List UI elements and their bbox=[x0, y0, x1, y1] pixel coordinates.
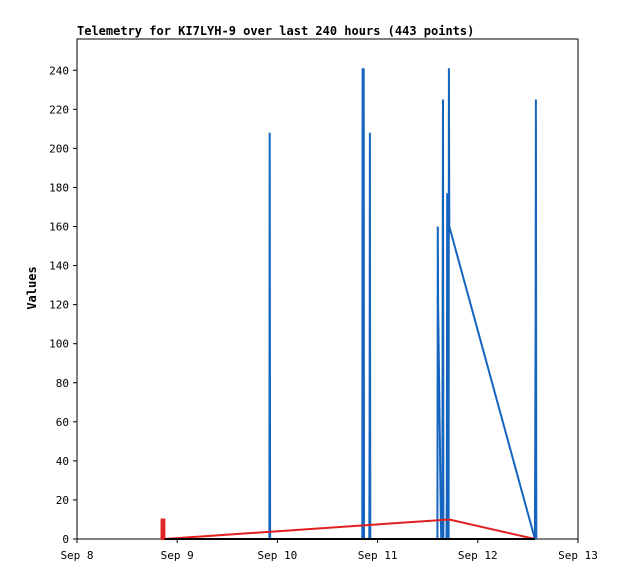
y-tick-label: 120 bbox=[49, 299, 69, 312]
y-axis-label: Values bbox=[25, 266, 39, 309]
x-tick-label: Sep 13 bbox=[558, 549, 598, 562]
y-tick-label: 240 bbox=[49, 64, 69, 77]
y-tick-label: 140 bbox=[49, 260, 69, 273]
y-tick-label: 200 bbox=[49, 142, 69, 155]
x-tick-label: Sep 12 bbox=[458, 549, 498, 562]
y-tick-label: 80 bbox=[56, 377, 69, 390]
x-tick-label: Sep 9 bbox=[161, 549, 194, 562]
y-tick-label: 0 bbox=[62, 533, 69, 546]
y-tick-label: 20 bbox=[56, 494, 69, 507]
y-tick-label: 40 bbox=[56, 455, 69, 468]
y-tick-label: 60 bbox=[56, 416, 69, 429]
chart-title: Telemetry for KI7LYH-9 over last 240 hou… bbox=[77, 24, 474, 38]
y-tick-label: 180 bbox=[49, 181, 69, 194]
x-tick-label: Sep 11 bbox=[358, 549, 398, 562]
plot-area: 0 20 40 60 80 100 120 140 160 180 200 220 240 Sep 8 Se… bbox=[49, 38, 598, 562]
x-tick-label: Sep 8 bbox=[60, 549, 93, 562]
y-tick-label: 100 bbox=[49, 338, 69, 351]
series-line-0 bbox=[164, 68, 538, 540]
x-tick-label: Sep 10 bbox=[258, 549, 298, 562]
plot-frame bbox=[76, 38, 579, 540]
series-line-1 bbox=[160, 518, 536, 541]
y-tick-label: 220 bbox=[49, 103, 69, 116]
y-tick-label: 160 bbox=[49, 221, 69, 234]
